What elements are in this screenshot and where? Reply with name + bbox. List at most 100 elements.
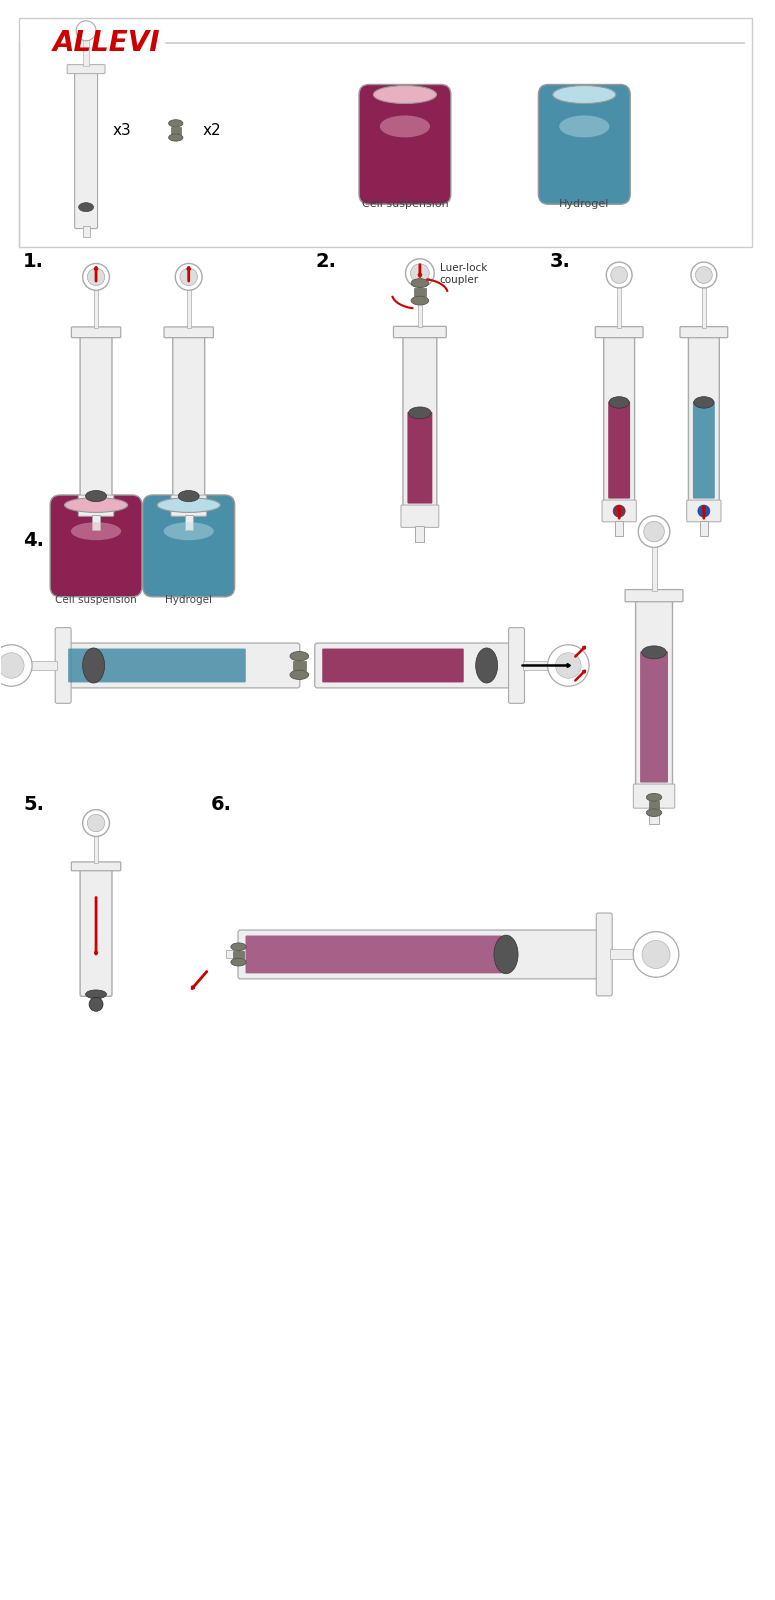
Text: 4.: 4. — [23, 531, 44, 550]
Bar — [92, 994, 100, 1005]
Bar — [415, 526, 425, 542]
FancyBboxPatch shape — [246, 936, 502, 973]
Bar — [700, 522, 708, 536]
Circle shape — [0, 653, 24, 678]
Ellipse shape — [411, 278, 429, 288]
FancyBboxPatch shape — [408, 411, 432, 504]
Ellipse shape — [553, 85, 616, 104]
Text: 6.: 6. — [211, 795, 232, 814]
FancyBboxPatch shape — [19, 18, 752, 246]
FancyBboxPatch shape — [596, 914, 612, 995]
Text: Hydrogel: Hydrogel — [165, 595, 212, 605]
FancyBboxPatch shape — [508, 627, 525, 704]
FancyBboxPatch shape — [78, 494, 114, 517]
FancyBboxPatch shape — [401, 506, 439, 528]
Bar — [83, 38, 89, 66]
Ellipse shape — [646, 794, 662, 802]
FancyBboxPatch shape — [315, 643, 519, 688]
Bar — [83, 226, 90, 237]
FancyBboxPatch shape — [55, 627, 71, 704]
Ellipse shape — [694, 397, 714, 408]
Circle shape — [76, 21, 96, 40]
Circle shape — [556, 653, 581, 678]
Ellipse shape — [380, 115, 430, 138]
Circle shape — [89, 997, 103, 1011]
FancyBboxPatch shape — [403, 334, 437, 509]
Ellipse shape — [408, 406, 431, 419]
Circle shape — [639, 515, 670, 547]
Text: 3.: 3. — [549, 251, 570, 270]
FancyBboxPatch shape — [71, 326, 121, 338]
Ellipse shape — [169, 120, 183, 126]
Circle shape — [83, 264, 109, 290]
Text: ALLEVI: ALLEVI — [53, 29, 161, 56]
Ellipse shape — [231, 942, 246, 950]
Ellipse shape — [71, 522, 121, 541]
Ellipse shape — [411, 296, 429, 306]
Ellipse shape — [374, 85, 436, 104]
Ellipse shape — [560, 115, 609, 138]
Bar — [92, 515, 100, 530]
Circle shape — [611, 267, 628, 283]
FancyBboxPatch shape — [359, 85, 451, 205]
Circle shape — [0, 645, 32, 686]
Circle shape — [644, 522, 664, 542]
Bar — [649, 802, 660, 808]
FancyBboxPatch shape — [74, 70, 98, 229]
Ellipse shape — [494, 934, 518, 974]
FancyBboxPatch shape — [50, 494, 142, 597]
Bar — [13, 661, 57, 670]
FancyBboxPatch shape — [693, 402, 715, 499]
Text: x2: x2 — [203, 123, 222, 138]
FancyBboxPatch shape — [539, 85, 630, 205]
Ellipse shape — [157, 498, 220, 512]
Bar — [184, 515, 193, 530]
Ellipse shape — [476, 648, 498, 683]
FancyBboxPatch shape — [67, 64, 105, 74]
Circle shape — [83, 810, 109, 837]
Circle shape — [548, 645, 589, 686]
FancyBboxPatch shape — [688, 334, 719, 502]
Circle shape — [411, 264, 429, 283]
Bar — [94, 277, 98, 328]
Bar — [187, 277, 191, 328]
Circle shape — [698, 506, 710, 517]
Bar — [293, 661, 306, 670]
Ellipse shape — [290, 651, 308, 661]
FancyBboxPatch shape — [633, 784, 675, 808]
FancyBboxPatch shape — [602, 501, 636, 522]
FancyBboxPatch shape — [604, 334, 635, 502]
Text: 5.: 5. — [23, 795, 44, 814]
FancyBboxPatch shape — [608, 402, 630, 499]
FancyBboxPatch shape — [238, 930, 607, 979]
Bar — [615, 522, 623, 536]
Ellipse shape — [290, 670, 308, 680]
Bar — [226, 950, 239, 958]
Ellipse shape — [85, 990, 106, 998]
Circle shape — [695, 267, 712, 283]
Bar — [617, 275, 622, 328]
FancyBboxPatch shape — [60, 643, 300, 688]
FancyBboxPatch shape — [625, 589, 683, 602]
Ellipse shape — [85, 491, 106, 502]
FancyBboxPatch shape — [171, 494, 206, 517]
FancyBboxPatch shape — [394, 326, 446, 338]
FancyBboxPatch shape — [80, 334, 112, 498]
Bar — [94, 822, 98, 862]
Ellipse shape — [169, 134, 183, 141]
Bar — [610, 949, 652, 960]
Circle shape — [88, 269, 105, 285]
Bar — [702, 275, 706, 328]
FancyBboxPatch shape — [71, 862, 121, 870]
Circle shape — [633, 931, 679, 978]
Text: Cell suspension: Cell suspension — [362, 198, 448, 210]
FancyBboxPatch shape — [636, 598, 673, 787]
Bar — [414, 288, 426, 296]
Ellipse shape — [78, 203, 94, 211]
FancyBboxPatch shape — [143, 494, 235, 597]
Circle shape — [691, 262, 717, 288]
Circle shape — [88, 814, 105, 832]
Bar — [418, 274, 422, 328]
Text: 2.: 2. — [315, 251, 336, 270]
Circle shape — [180, 269, 198, 285]
